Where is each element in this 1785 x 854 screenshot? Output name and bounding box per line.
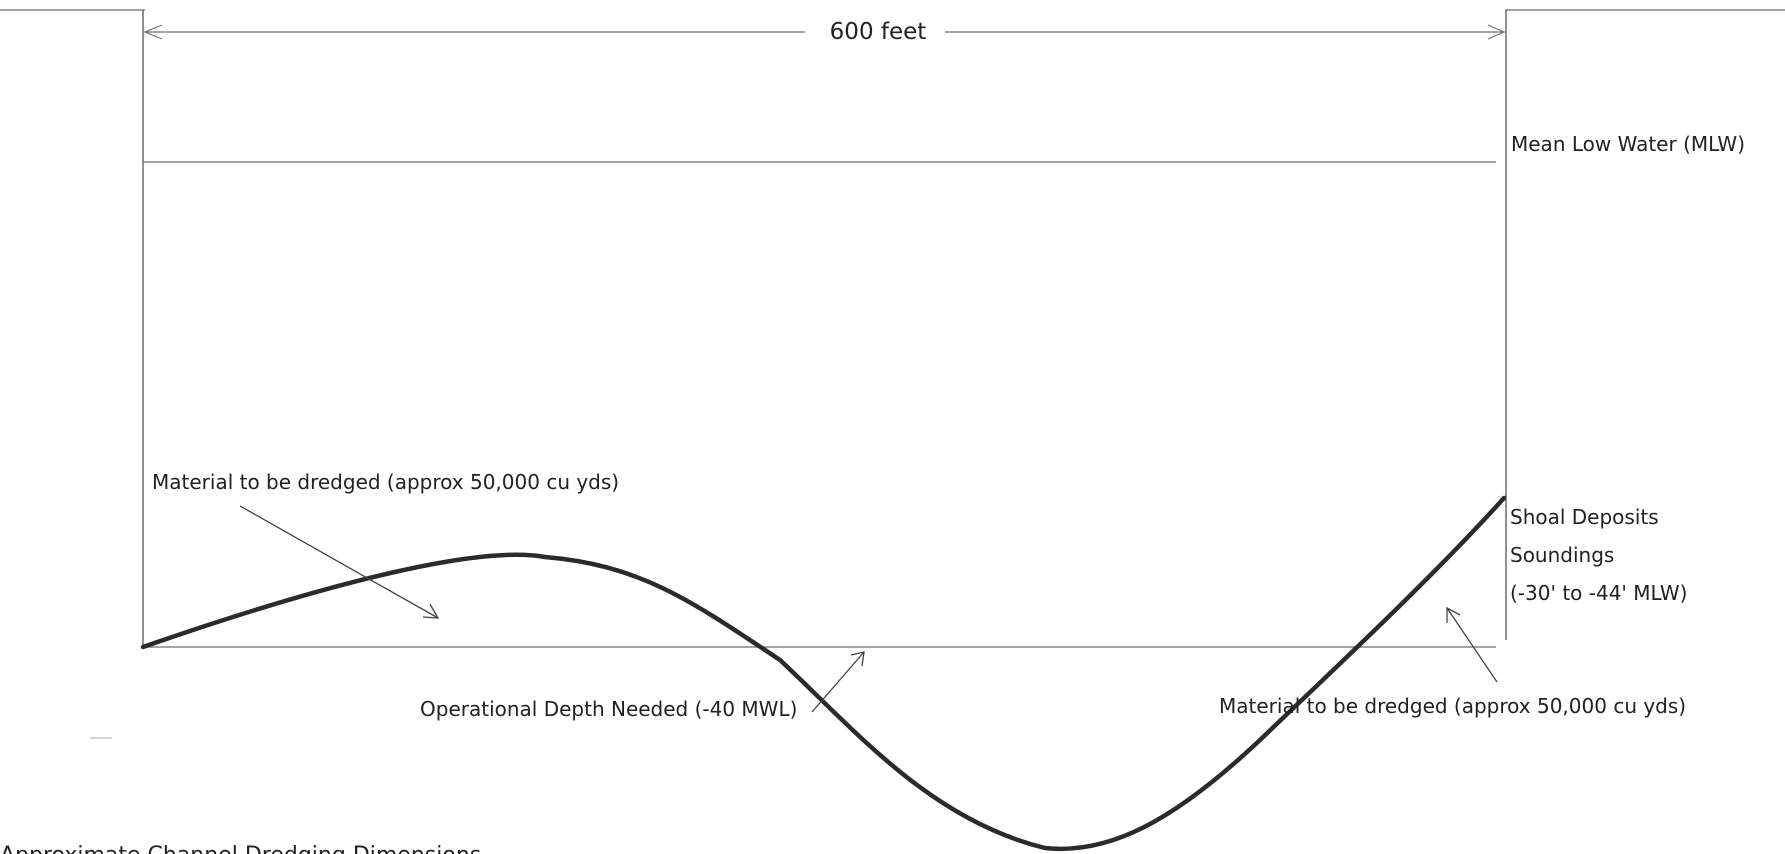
mlw-label: Mean Low Water (MLW) — [1511, 132, 1745, 156]
width-right-arrowhead — [1487, 24, 1506, 40]
sounding-range-label: (-30' to -44' MLW) — [1510, 581, 1687, 605]
seabed-profile-curve — [140, 495, 1507, 852]
material-left-arrow-shaft — [239, 505, 439, 619]
material-right-arrowhead — [1446, 606, 1461, 623]
material-right-label: Material to be dredged (approx 50,000 cu… — [1219, 694, 1686, 718]
shoal-deposits-label: Shoal Deposits — [1510, 505, 1659, 529]
soundings-label: Soundings — [1510, 543, 1614, 567]
width-label: 600 feet — [830, 19, 927, 45]
material-left-arrowhead — [422, 603, 440, 619]
operational-depth-arrow-shaft — [811, 651, 865, 713]
diagram-caption: Approximate Channel Dredging Dimensions — [0, 843, 481, 854]
width-left-arrowhead — [143, 24, 163, 40]
operational-depth-arrowhead — [850, 651, 865, 667]
material-right-arrow-shaft — [1446, 607, 1498, 683]
material-left-label: Material to be dredged (approx 50,000 cu… — [152, 470, 619, 494]
operational-depth-label: Operational Depth Needed (-40 MWL) — [420, 697, 797, 721]
